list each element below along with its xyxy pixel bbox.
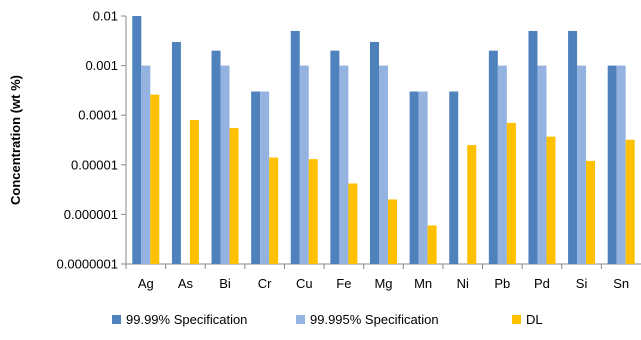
y-tick-label: 0.0000001: [57, 257, 118, 272]
bar-pd-series-2: [537, 65, 547, 264]
bar-sn-series-1: [607, 65, 617, 264]
bar-cr-series-3: [269, 157, 279, 264]
x-category-label: Bi: [219, 276, 231, 291]
x-category-label: Cr: [258, 276, 272, 291]
x-category-label: Pb: [494, 276, 510, 291]
x-category-label: Fe: [336, 276, 351, 291]
x-category-label: Mg: [374, 276, 392, 291]
bar-fe-series-1: [330, 50, 340, 264]
legend-swatch-1: [112, 315, 121, 324]
y-tick-label: 0.00001: [71, 157, 118, 172]
bar-cu-series-2: [299, 65, 309, 264]
bar-sn-series-2: [616, 65, 626, 264]
bar-ni-series-3: [467, 145, 477, 264]
x-category-label: Sn: [613, 276, 629, 291]
bar-sn-series-3: [625, 139, 635, 264]
bar-fe-series-2: [339, 65, 349, 264]
legend-label-1: 99.99% Specification: [126, 312, 247, 327]
bar-mn-series-1: [409, 91, 419, 264]
legend-swatch-2: [296, 315, 305, 324]
x-category-label: Ag: [138, 276, 154, 291]
bar-fe-series-3: [348, 183, 358, 264]
bar-pb-series-1: [488, 50, 498, 264]
bar-mn-series-3: [427, 225, 437, 264]
x-category-label: Mn: [414, 276, 432, 291]
x-category-label: Pd: [534, 276, 550, 291]
bar-bi-series-2: [220, 65, 230, 264]
x-category-label: Ni: [457, 276, 469, 291]
bar-cr-series-1: [251, 91, 261, 264]
legend-label-3: DL: [526, 312, 543, 327]
bar-si-series-3: [586, 160, 596, 264]
x-category-label: Cu: [296, 276, 313, 291]
bar-as-series-1: [171, 41, 181, 264]
bar-mg-series-3: [388, 199, 397, 264]
bar-mg-series-1: [370, 41, 379, 264]
legend-label-2: 99.995% Specification: [310, 312, 439, 327]
bar-bi-series-3: [229, 128, 239, 264]
bar-ag-series-1: [132, 16, 142, 264]
x-category-label: As: [178, 276, 194, 291]
bar-ag-series-2: [141, 65, 151, 264]
bar-cu-series-1: [290, 30, 300, 264]
bar-pd-series-3: [546, 136, 556, 264]
bar-si-series-2: [577, 65, 587, 264]
bar-cr-series-2: [260, 91, 270, 264]
y-axis-title: Concentration (wt %): [8, 75, 23, 205]
bar-mn-series-2: [418, 91, 428, 264]
bar-mg-series-2: [379, 65, 388, 264]
bar-pb-series-3: [506, 122, 516, 264]
y-tick-label: 0.0001: [78, 108, 118, 123]
y-tick-label: 0.01: [93, 9, 118, 24]
bar-as-series-3: [189, 120, 199, 264]
y-tick-label: 0.001: [85, 58, 118, 73]
bar-ag-series-3: [150, 94, 160, 264]
y-tick-label: 0.000001: [64, 207, 118, 222]
bar-bi-series-1: [211, 50, 221, 264]
bar-pb-series-2: [497, 65, 507, 264]
bar-cu-series-3: [308, 159, 318, 264]
x-category-label: Si: [576, 276, 588, 291]
legend-swatch-3: [512, 315, 521, 324]
bar-ni-series-1: [449, 91, 459, 264]
bar-si-series-1: [568, 30, 578, 264]
bar-pd-series-1: [528, 30, 538, 264]
